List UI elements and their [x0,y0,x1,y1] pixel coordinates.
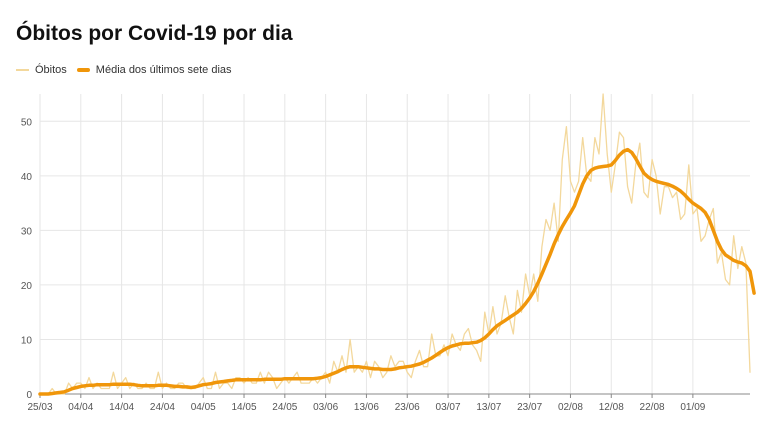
series-line-media [38,147,756,396]
y-tick-label: 0 [26,390,32,401]
y-tick-label: 50 [21,117,33,128]
x-tick-label: 12/08 [599,402,624,413]
x-tick-label: 24/05 [272,402,297,413]
legend-item-obitos: Óbitos [16,64,67,76]
x-tick-label: 23/06 [395,402,420,413]
legend-item-media: Média dos últimos sete dias [76,64,232,76]
x-tick-label: 22/08 [640,402,665,413]
legend-label-media: Média dos últimos sete dias [95,64,232,76]
chart-title: Óbitos por Covid-19 por dia [16,22,293,45]
legend-label-obitos: Óbitos [35,64,67,76]
x-tick-label: 24/04 [150,402,175,413]
legend: Óbitos Média dos últimos sete dias [16,64,242,76]
x-tick-label: 02/08 [558,402,583,413]
x-tick-label: 04/05 [191,402,216,413]
y-tick-label: 20 [21,281,33,292]
x-tick-label: 14/04 [109,402,134,413]
x-tick-label: 25/03 [27,402,52,413]
y-tick-label: 10 [21,335,33,346]
legend-swatch-obitos [16,69,29,71]
x-tick-label: 03/07 [436,402,461,413]
y-tick-label: 30 [21,226,33,237]
series-line-obitos [39,93,751,395]
legend-swatch-media [76,68,90,72]
y-tick-label: 40 [21,172,33,183]
x-tick-label: 01/09 [680,402,705,413]
x-tick-label: 14/05 [232,402,257,413]
x-tick-label: 04/04 [68,402,93,413]
x-tick-label: 13/06 [354,402,379,413]
x-tick-label: 03/06 [313,402,338,413]
x-tick-label: 23/07 [517,402,542,413]
x-tick-label: 13/07 [476,402,501,413]
